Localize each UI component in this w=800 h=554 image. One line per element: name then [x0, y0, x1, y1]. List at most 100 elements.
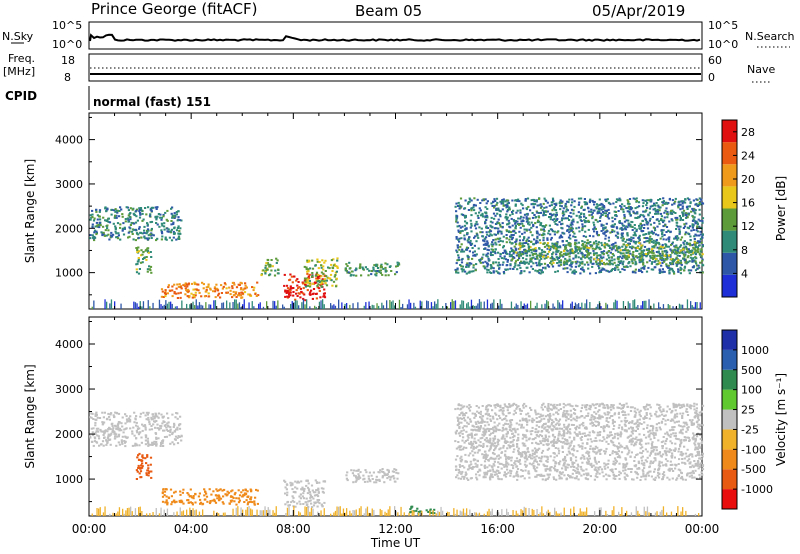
echo-cell: [625, 465, 628, 468]
echo-cell: [474, 227, 478, 230]
echo-cell: [146, 228, 150, 231]
echo-cell: [386, 477, 389, 480]
echo-cell: [485, 236, 488, 239]
echo-cell: [555, 419, 558, 422]
echo-cell: [590, 462, 593, 465]
echo-cell: [384, 270, 387, 273]
echo-cell: [540, 253, 543, 256]
echo-cell: [607, 443, 610, 445]
echo-cell: [358, 267, 361, 270]
echo-cell: [521, 250, 524, 253]
echo-cell: [621, 445, 624, 448]
echo-cell: [298, 286, 301, 289]
ground-cell: [210, 304, 212, 309]
echo-cell: [687, 269, 691, 272]
echo-cell: [526, 238, 529, 241]
colorbar-segment: [722, 120, 737, 143]
echo-cell: [562, 211, 565, 213]
echo-cell: [494, 238, 497, 241]
echo-cell: [484, 222, 487, 225]
ground-cell: [645, 300, 647, 309]
echo-cell: [484, 260, 487, 263]
ground-cell: [629, 303, 631, 309]
echo-cell: [671, 209, 674, 212]
echo-cell: [535, 417, 538, 420]
echo-cell: [661, 204, 664, 207]
ground-cell: [133, 301, 135, 309]
echo-cell: [630, 438, 633, 441]
ground-cell: [490, 303, 492, 309]
echo-cell: [295, 289, 298, 292]
echo-cell: [475, 240, 478, 243]
echo-cell: [600, 202, 603, 205]
ground-cell: [486, 299, 489, 309]
echo-cell: [265, 262, 268, 265]
echo-cell: [126, 206, 129, 209]
echo-cell: [606, 230, 609, 233]
nsearch-label: N.Search: [745, 30, 795, 43]
echo-cell: [551, 265, 555, 268]
echo-cell: [697, 248, 700, 251]
ground-cell: [282, 304, 284, 309]
echo-cell: [126, 419, 129, 422]
echo-cell: [681, 219, 685, 221]
echo-cell: [623, 217, 626, 220]
echo-cell: [212, 490, 215, 493]
echo-cell: [156, 415, 159, 418]
echo-cell: [106, 224, 109, 227]
echo-cell: [489, 220, 492, 223]
echo-cell: [630, 247, 633, 250]
ground-cell: [381, 302, 383, 309]
ground-cell: [691, 305, 693, 309]
echo-cell: [168, 236, 171, 239]
echo-cell: [621, 263, 624, 266]
echo-cell: [239, 281, 242, 284]
echo-cell: [523, 435, 526, 438]
echo-cell: [587, 253, 590, 256]
echo-cell: [621, 257, 624, 260]
echo-cell: [641, 219, 644, 222]
echo-cell: [553, 218, 556, 220]
echo-cell: [677, 248, 680, 250]
echo-cell: [665, 454, 668, 457]
echo-cell: [655, 239, 658, 241]
echo-cell: [175, 412, 178, 414]
echo-cell: [627, 222, 630, 225]
echo-cell: [484, 198, 487, 201]
echo-cell: [312, 504, 316, 507]
echo-cell: [89, 237, 92, 240]
echo-cell: [536, 241, 539, 244]
echo-cell: [89, 416, 92, 419]
echo-cell: [543, 437, 546, 440]
echo-cell: [539, 241, 542, 244]
echo-cell: [181, 491, 184, 494]
echo-cell: [570, 440, 573, 443]
ground-cell: [104, 299, 106, 309]
echo-cell: [137, 272, 141, 275]
echo-cell: [165, 218, 168, 221]
echo-cell: [678, 254, 681, 257]
echo-cell: [322, 273, 325, 276]
echo-cell: [381, 475, 384, 478]
echo-cell: [634, 207, 637, 210]
echo-cell: [463, 466, 466, 469]
echo-cell: [150, 256, 153, 258]
echo-cell: [500, 257, 503, 260]
echo-cell: [146, 229, 149, 232]
echo-cell: [503, 272, 506, 275]
echo-cell: [473, 203, 476, 206]
echo-cell: [630, 220, 633, 223]
echo-cell: [509, 267, 512, 270]
echo-cell: [307, 488, 311, 491]
echo-cell: [511, 257, 514, 260]
echo-cell: [230, 500, 233, 503]
echo-cell: [536, 230, 539, 233]
echo-cell: [540, 263, 543, 266]
echo-cell: [701, 259, 704, 262]
echo-cell: [205, 495, 209, 498]
echo-cell: [625, 256, 628, 259]
echo-cell: [548, 204, 551, 207]
y-tick-label: 1000: [55, 267, 83, 280]
echo-cell: [699, 230, 702, 233]
echo-cell: [592, 252, 596, 255]
